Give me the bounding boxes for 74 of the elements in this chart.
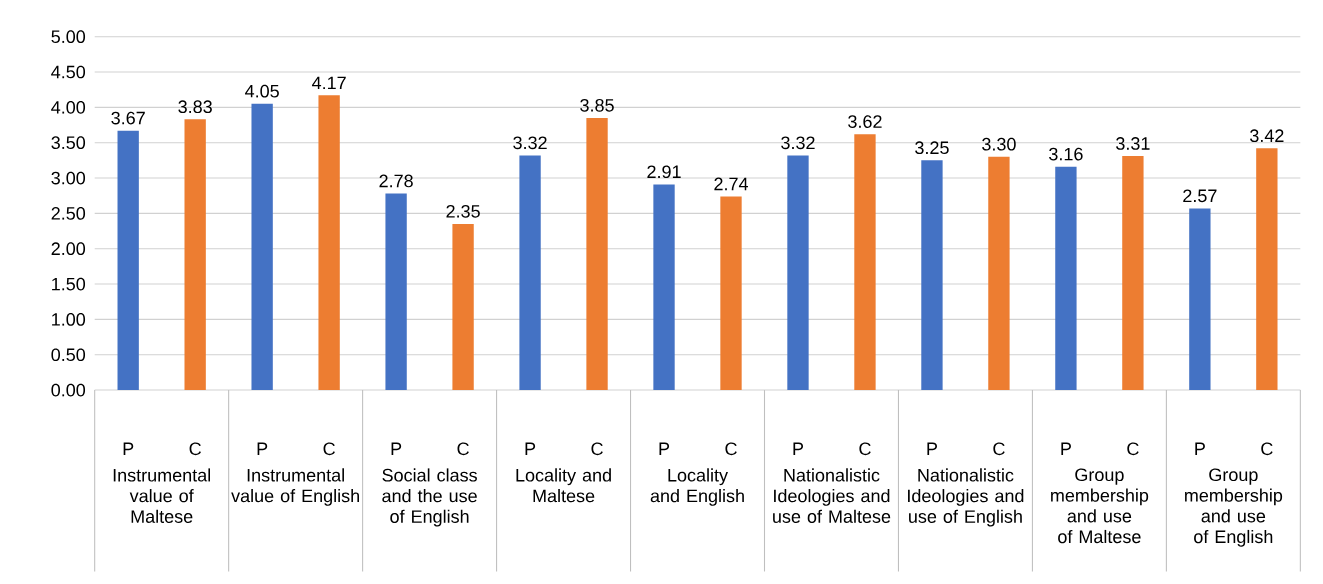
data-label: 4.05 xyxy=(245,84,279,98)
text: C xyxy=(323,442,335,456)
data-label: 3.42 xyxy=(1250,129,1284,143)
data-label: 4.17 xyxy=(312,76,346,89)
bar xyxy=(586,117,608,391)
text: C xyxy=(993,442,1005,456)
bar xyxy=(1122,156,1144,391)
data-label: 2.57 xyxy=(1183,189,1217,203)
x-tick-label: Nationalistic Ideologies and use of English xyxy=(908,468,1024,527)
y-tick-label: 2.00 xyxy=(51,242,86,256)
y-tick-label: 4.50 xyxy=(51,65,86,79)
text: P xyxy=(257,442,268,455)
data-label: 2.78 xyxy=(379,174,413,188)
y-tick-label: 0.50 xyxy=(51,348,86,362)
bar xyxy=(720,196,742,391)
data-label: 3.25 xyxy=(915,141,949,155)
bar xyxy=(787,155,809,391)
x-tick-label: Group membership and use of Maltese xyxy=(1051,468,1149,544)
text: P xyxy=(927,442,938,455)
bar xyxy=(1189,208,1211,391)
text: C xyxy=(189,442,201,456)
x-tick-label: Locality and English xyxy=(650,468,744,506)
text: C xyxy=(725,442,737,456)
text: P xyxy=(1195,442,1205,455)
data-label: 3.83 xyxy=(178,100,212,114)
text: P xyxy=(659,442,670,455)
text: P xyxy=(793,442,804,455)
bar xyxy=(117,130,139,391)
text: P xyxy=(123,442,134,455)
data-label: 3.32 xyxy=(781,136,815,150)
bar xyxy=(385,193,407,391)
x-tick-label: Social class and the use of English xyxy=(382,468,477,527)
data-label: 3.85 xyxy=(580,98,614,112)
data-label: 2.35 xyxy=(446,204,480,218)
y-tick-label: 3.00 xyxy=(51,171,86,185)
x-tick-label: Locality and Maltese xyxy=(516,468,611,503)
y-tick-label: 1.00 xyxy=(52,312,86,326)
bar xyxy=(452,223,474,391)
text: P xyxy=(1061,442,1071,455)
data-label: 3.67 xyxy=(111,111,145,125)
bar xyxy=(653,184,675,391)
data-label: 3.62 xyxy=(848,115,882,128)
y-tick-label: 1.50 xyxy=(52,277,86,291)
bar xyxy=(184,119,206,391)
text: C xyxy=(591,442,603,456)
data-label: 3.30 xyxy=(982,137,1016,151)
bar xyxy=(251,103,273,391)
data-label: 2.91 xyxy=(647,165,681,179)
x-tick-label: Instrumental value of Maltese xyxy=(113,468,211,523)
text: C xyxy=(859,442,871,456)
bar xyxy=(921,160,943,391)
bar xyxy=(1055,166,1077,391)
text: C xyxy=(1261,442,1273,456)
text: C xyxy=(1127,442,1139,456)
text: P xyxy=(391,442,402,455)
data-label: 2.74 xyxy=(714,177,749,191)
y-tick-label: 0.00 xyxy=(51,383,86,397)
text: P xyxy=(525,442,536,455)
bar xyxy=(988,156,1010,391)
y-tick-label: 3.50 xyxy=(51,136,86,149)
bar xyxy=(318,95,340,391)
data-label: 3.16 xyxy=(1049,147,1083,161)
bar xyxy=(854,134,876,391)
data-label: 3.32 xyxy=(513,136,547,150)
bar xyxy=(1256,148,1278,391)
y-tick-label: 4.00 xyxy=(51,100,86,114)
bar xyxy=(519,155,541,391)
data-label: 3.31 xyxy=(1116,137,1150,150)
y-tick-label: 5.00 xyxy=(51,30,86,43)
x-tick-label: Group membership and use of English xyxy=(1185,468,1283,547)
x-tick-label: Instrumental value of English xyxy=(231,468,359,506)
y-tick-label: 2.50 xyxy=(51,206,86,220)
x-tick-label: Nationalistic Ideologies and use of Maltese xyxy=(773,468,891,523)
text: C xyxy=(457,442,469,456)
